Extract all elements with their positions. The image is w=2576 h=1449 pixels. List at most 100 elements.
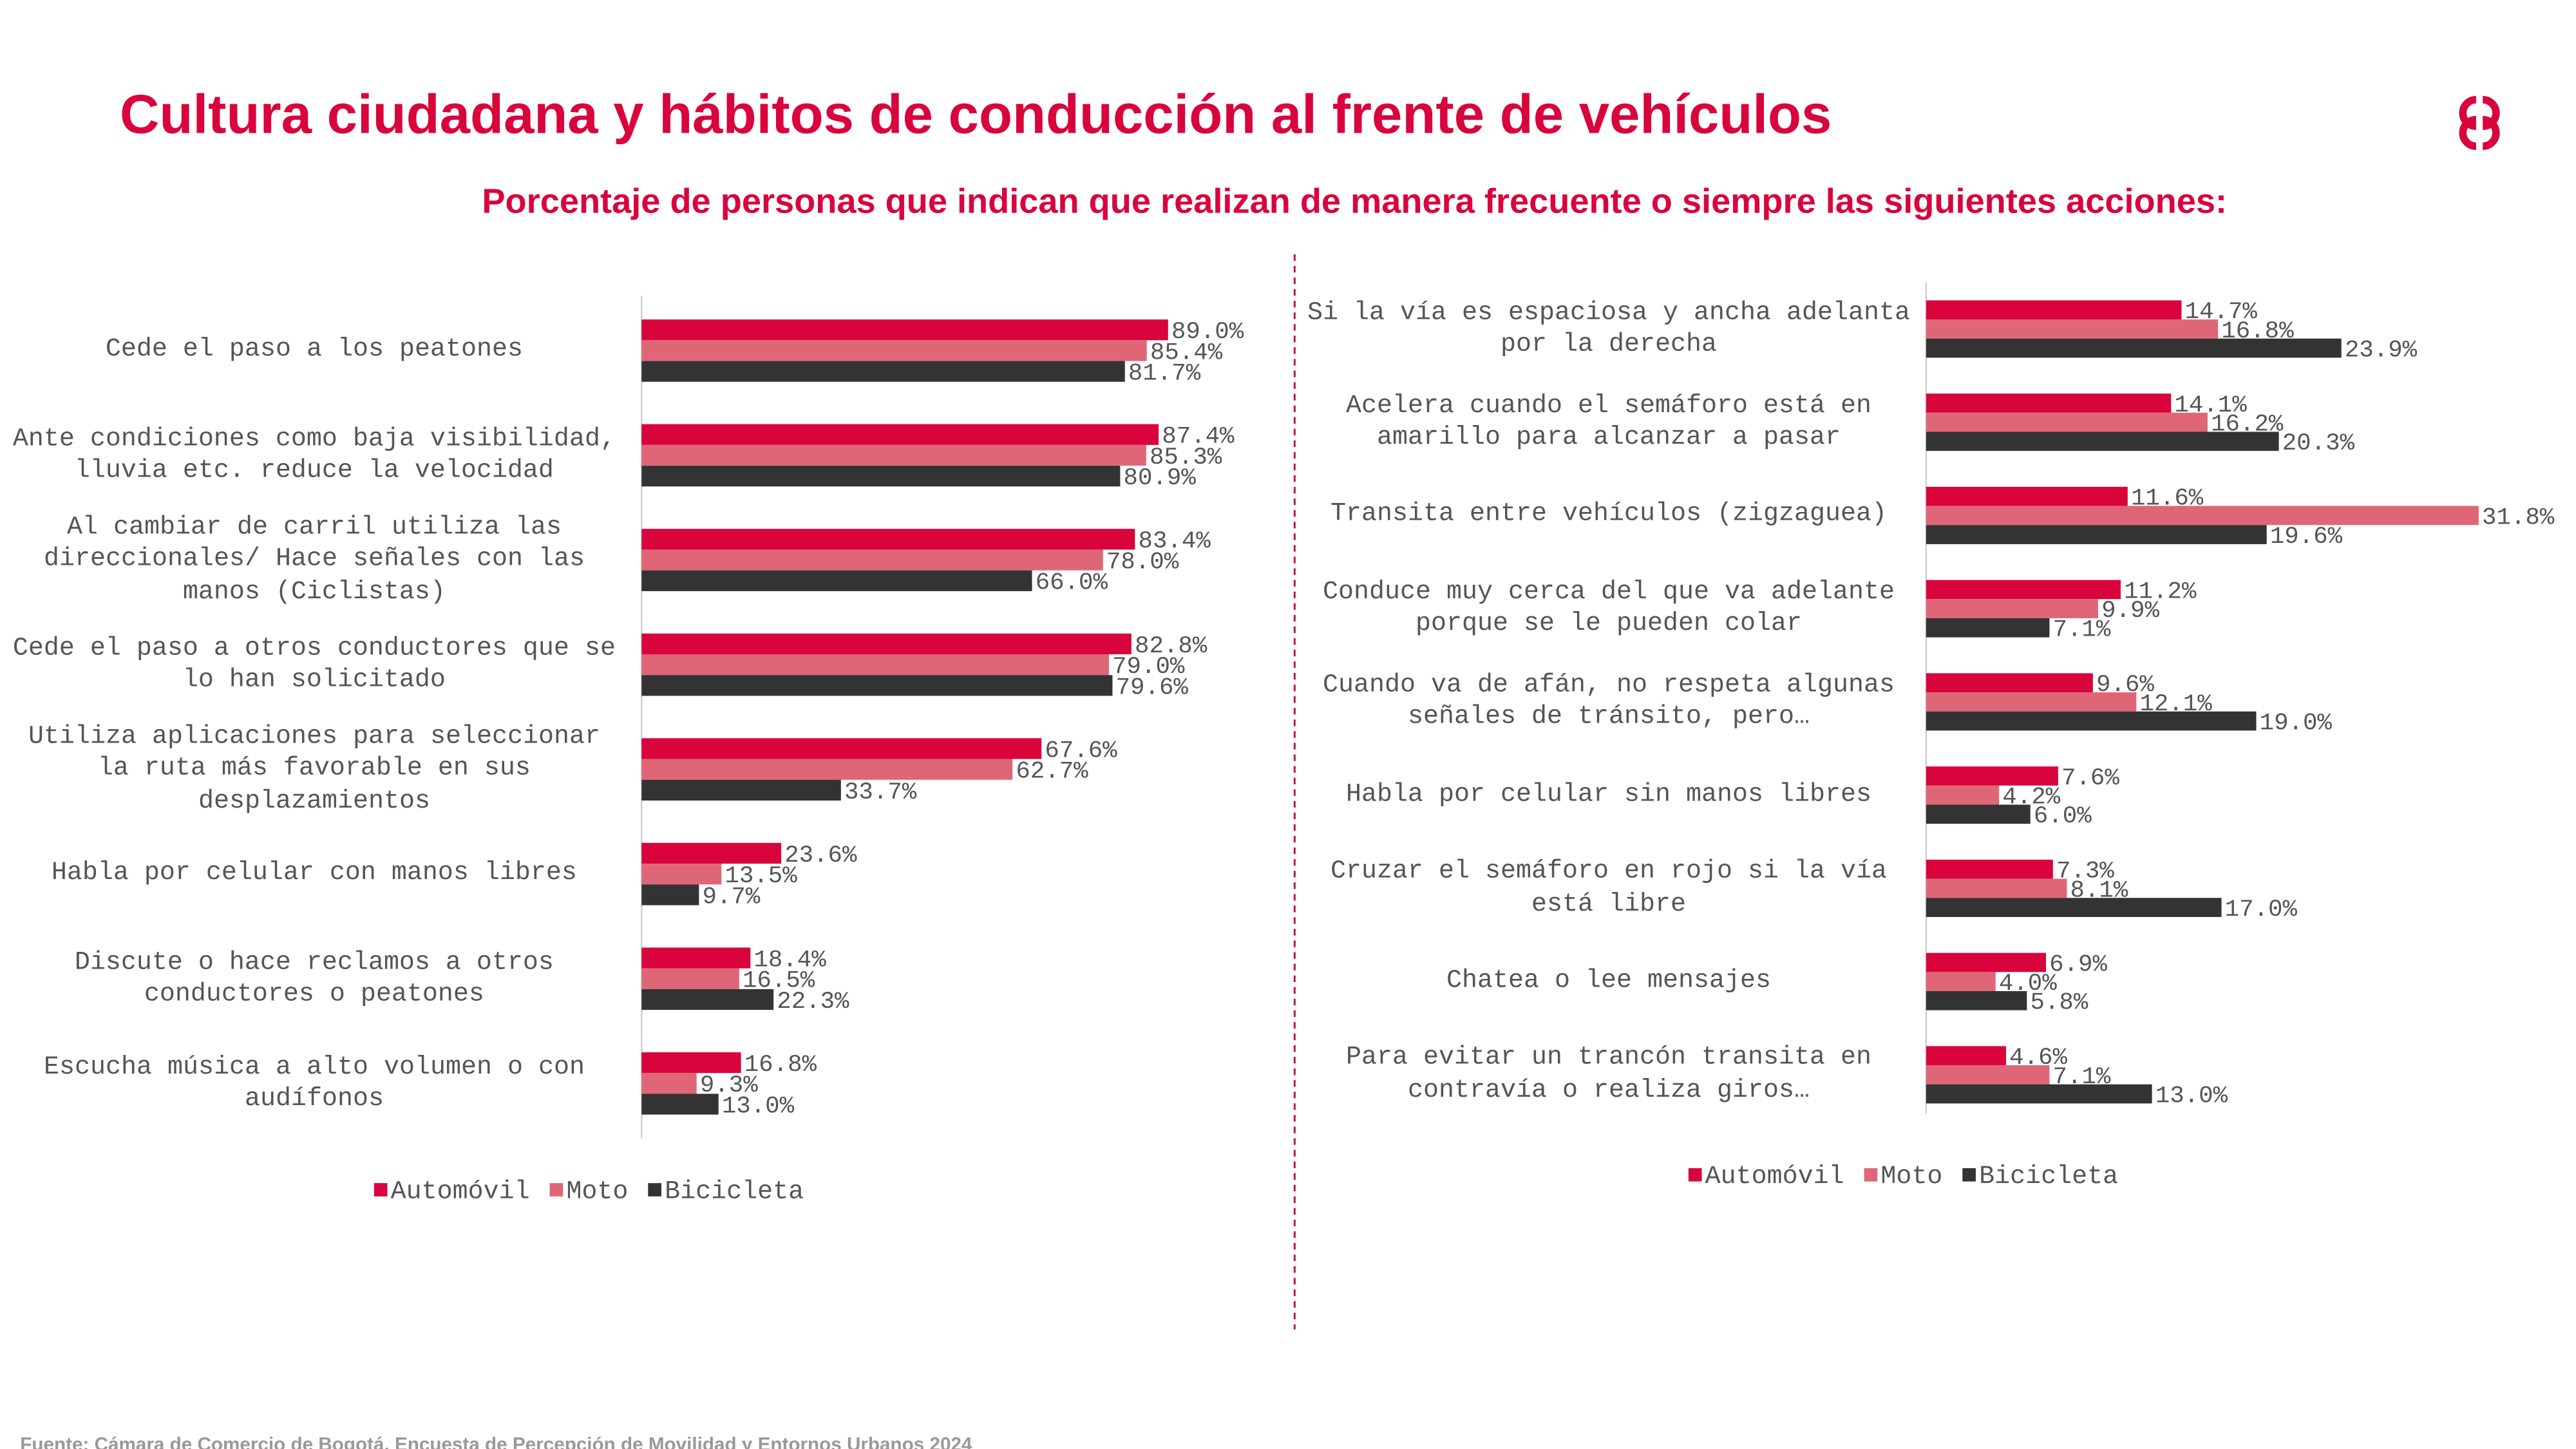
- category-label-wrap: Cruzar el semáforo en rojo si la vía est…: [1306, 822, 1911, 954]
- bar: [641, 529, 1135, 550]
- bar: [1926, 506, 2479, 526]
- legend-label: Bicicleta: [1979, 1162, 2118, 1191]
- value-label: 31.8%: [2482, 504, 2555, 531]
- bar: [1926, 972, 1996, 992]
- value-label: 85.3%: [1150, 444, 1222, 471]
- category-label: Cruzar el semáforo en rojo si la vía est…: [1330, 856, 1887, 918]
- value-label: 62.7%: [1016, 759, 1088, 786]
- category-label-box: Cede el paso a los peatones: [105, 334, 523, 365]
- bar: [641, 864, 722, 885]
- bar: [1926, 618, 2050, 638]
- value-label: 13.5%: [724, 863, 797, 890]
- value-label: 20.3%: [2282, 430, 2355, 457]
- category-label: Acelera cuando el semáforo está en amari…: [1345, 390, 1871, 453]
- value-label: 6.0%: [2034, 803, 2092, 830]
- bar: [1926, 412, 2208, 432]
- value-label: 13.0%: [722, 1093, 795, 1120]
- value-label: 7.1%: [2053, 617, 2111, 644]
- value-label: 17.0%: [2225, 896, 2298, 923]
- value-label: 67.6%: [1045, 737, 1117, 764]
- value-label: 80.9%: [1124, 465, 1197, 492]
- value-label: 19.6%: [2270, 524, 2343, 551]
- category-label-wrap: Transita entre vehículos (zigzaguea): [1306, 449, 1911, 582]
- bar: [641, 633, 1132, 654]
- value-label: 7.6%: [2061, 765, 2119, 792]
- bar: [1926, 338, 2342, 358]
- category-label-wrap: Escucha música a alto volumen o con audí…: [7, 1017, 622, 1150]
- category-label: Discute o hace reclamos a otros conducto…: [74, 946, 554, 1009]
- bar: [1926, 300, 2182, 320]
- category-label-wrap: Al cambiar de carril utiliza las direcci…: [7, 493, 622, 626]
- legend-swatch: [1688, 1168, 1702, 1182]
- category-label-box: Cede el paso a otros conductores que se …: [7, 598, 622, 731]
- bar: [1926, 898, 2222, 917]
- legend-swatch: [374, 1183, 388, 1197]
- bar: [1926, 1084, 2152, 1104]
- value-label: 79.0%: [1112, 654, 1185, 681]
- legend-swatch: [1962, 1168, 1976, 1182]
- value-label: 23.6%: [784, 842, 857, 869]
- bar: [1926, 525, 2267, 544]
- bar: [1926, 991, 2027, 1010]
- value-label: 82.8%: [1135, 633, 1208, 660]
- value-label: 66.0%: [1036, 570, 1108, 597]
- bar: [641, 570, 1032, 591]
- category-label-wrap: Chatea o lee mensajes: [1306, 915, 1911, 1048]
- value-label: 78.0%: [1106, 549, 1179, 576]
- value-label: 83.4%: [1139, 528, 1211, 555]
- value-label: 87.4%: [1162, 424, 1235, 451]
- bar: [641, 968, 739, 989]
- bar: [641, 654, 1109, 676]
- bar: [641, 1073, 697, 1094]
- category-label: Habla por celular con manos libres: [51, 858, 577, 888]
- category-label-wrap: Discute o hace reclamos a otros conducto…: [7, 913, 622, 1045]
- category-label-box: Transita entre vehículos (zigzaguea): [1306, 449, 1911, 582]
- bar: [1926, 692, 2137, 712]
- legend-swatch: [549, 1183, 564, 1197]
- value-label: 11.2%: [2124, 578, 2197, 605]
- bar: [641, 319, 1168, 341]
- logo: [2459, 96, 2500, 150]
- category-label-wrap: Ante condiciones como baja visibilidad, …: [7, 389, 622, 522]
- bar: [1926, 766, 2058, 786]
- category-label: Si la vía es espaciosa y ancha adelanta …: [1307, 296, 1910, 359]
- legend-label: Automóvil: [391, 1177, 530, 1206]
- legend-swatch: [1864, 1168, 1878, 1182]
- category-label: Cede el paso a otros conductores que se …: [12, 632, 616, 695]
- category-label: Al cambiar de carril utiliza las direcci…: [43, 511, 585, 607]
- bar: [1926, 1046, 2006, 1066]
- category-label-box: Ante condiciones como baja visibilidad, …: [7, 389, 622, 522]
- bar: [641, 779, 841, 801]
- bar: [1926, 319, 2219, 339]
- value-label: 19.0%: [2260, 710, 2333, 737]
- bar: [641, 1052, 741, 1074]
- bar: [1926, 859, 2053, 879]
- category-label: Habla por celular sin manos libres: [1345, 779, 1871, 809]
- category-label: Cede el paso a los peatones: [105, 334, 523, 365]
- legend-label: Moto: [1880, 1162, 1942, 1191]
- category-label-wrap: Utiliza aplicaciones para seleccionar la…: [7, 703, 622, 835]
- legend-label: Moto: [566, 1177, 628, 1206]
- category-label: Ante condiciones como baja visibilidad, …: [12, 422, 616, 486]
- category-label-box: Si la vía es espaciosa y ancha adelanta …: [1307, 296, 1910, 359]
- category-label-wrap: Cede el paso a otros conductores que se …: [7, 598, 622, 731]
- bar: [1926, 785, 2000, 805]
- category-label-box: Discute o hace reclamos a otros conducto…: [7, 913, 622, 1045]
- bar: [1926, 952, 2047, 972]
- bar: [641, 1094, 719, 1115]
- category-label-wrap: Conduce muy cerca del que va adelante po…: [1306, 542, 1911, 675]
- bar: [641, 675, 1113, 696]
- legend-swatch: [648, 1183, 661, 1197]
- bar: [641, 842, 782, 864]
- bar: [1926, 486, 2128, 506]
- value-label: 13.0%: [2155, 1083, 2228, 1110]
- value-label: 5.8%: [2030, 990, 2088, 1017]
- value-label: 22.3%: [777, 989, 849, 1016]
- source: Fuente: Cámara de Comercio de Bogotá. En…: [20, 1434, 972, 1449]
- category-label-box: Chatea o lee mensajes: [1306, 915, 1911, 1048]
- category-label-wrap: Acelera cuando el semáforo está en amari…: [1306, 355, 1911, 488]
- bar: [641, 424, 1159, 445]
- bar: [1926, 673, 2093, 693]
